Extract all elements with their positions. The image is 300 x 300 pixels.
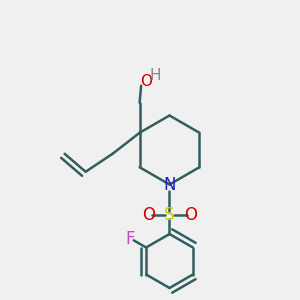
Text: O: O [142,206,155,224]
Text: N: N [163,176,176,194]
Text: F: F [126,230,135,247]
Text: S: S [164,206,175,224]
Text: O: O [184,206,197,224]
Text: H: H [149,68,161,83]
Text: O: O [140,74,152,89]
